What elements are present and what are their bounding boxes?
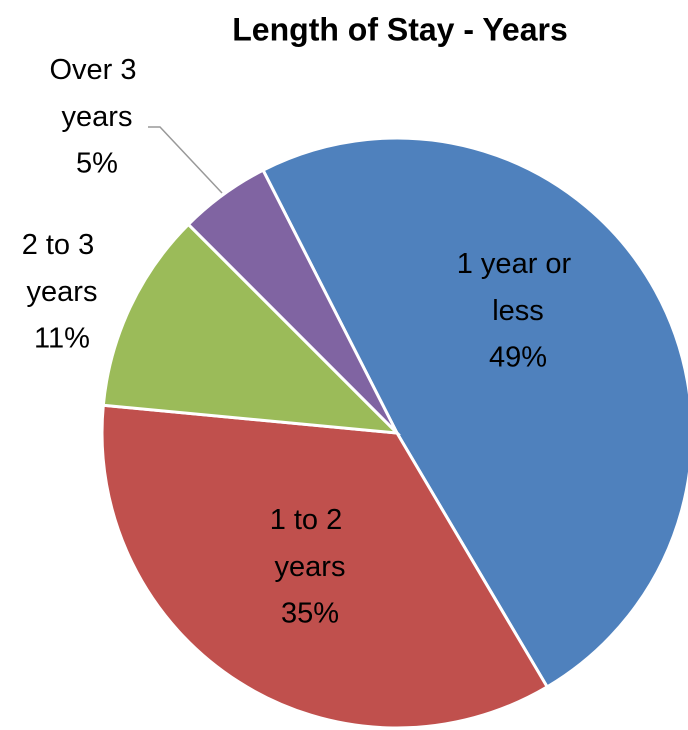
label-line: Over 3 [49, 54, 144, 86]
label-line: less [492, 295, 544, 327]
label-line: 1 to 2 [270, 504, 351, 536]
slice-label: 2 to 3 years [22, 229, 103, 308]
value-label: 35% [281, 598, 339, 630]
value-label: 5% [76, 148, 118, 180]
label-line: 2 to 3 [22, 229, 103, 261]
pie-slice [261, 136, 688, 689]
value-label: 49% [489, 342, 547, 374]
pie-slice [101, 222, 402, 435]
slice-label: 1 year or less [457, 248, 580, 327]
chart-title: Length of Stay - Years [232, 11, 568, 47]
slice-label: 1 to 2 years [270, 504, 351, 583]
label-line: years [275, 551, 346, 583]
value-label: 11% [34, 323, 90, 355]
slices [100, 136, 688, 730]
pie-slice [100, 403, 550, 730]
label-line: 1 year or [457, 248, 580, 280]
label-line: years [27, 276, 98, 308]
slice-label: Over 3 years [49, 54, 144, 133]
pie-slice [186, 168, 399, 435]
leader-line [148, 126, 223, 194]
label-line: years [62, 101, 133, 133]
